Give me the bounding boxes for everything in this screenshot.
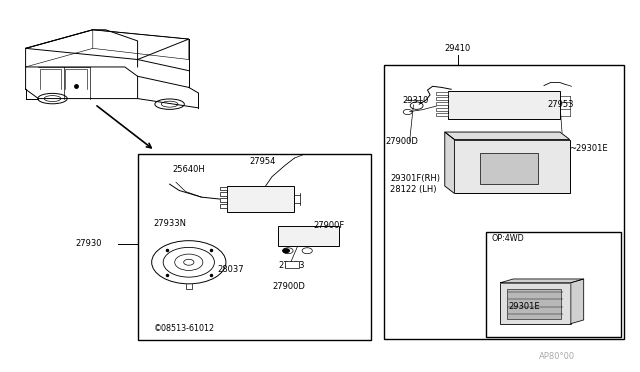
Bar bbox=[220, 198, 227, 202]
Bar bbox=[227, 186, 294, 212]
Text: 28037: 28037 bbox=[218, 265, 244, 274]
Text: ©08513-61012: ©08513-61012 bbox=[154, 324, 215, 333]
Bar bbox=[436, 102, 448, 105]
Text: ~29301E: ~29301E bbox=[570, 144, 608, 153]
Text: 27900F: 27900F bbox=[314, 221, 345, 230]
Text: 27953: 27953 bbox=[547, 100, 573, 109]
Bar bbox=[384, 65, 624, 339]
Bar bbox=[500, 283, 571, 324]
Bar bbox=[507, 289, 561, 319]
Text: AP80°00: AP80°00 bbox=[539, 352, 575, 361]
Bar bbox=[436, 92, 448, 95]
Text: 27954: 27954 bbox=[250, 157, 276, 166]
Bar bbox=[486, 232, 621, 337]
Text: 28122 (LH): 28122 (LH) bbox=[390, 185, 437, 194]
Circle shape bbox=[283, 249, 289, 253]
Text: 25640H: 25640H bbox=[173, 165, 205, 174]
Bar bbox=[285, 261, 299, 268]
Bar bbox=[436, 108, 448, 111]
Bar bbox=[278, 226, 339, 246]
Text: 27933N: 27933N bbox=[154, 219, 187, 228]
Text: 27900D: 27900D bbox=[385, 137, 418, 146]
Polygon shape bbox=[500, 279, 584, 283]
Text: 29410: 29410 bbox=[444, 44, 471, 53]
Polygon shape bbox=[445, 132, 570, 140]
Text: 27900D: 27900D bbox=[272, 282, 305, 291]
Bar bbox=[220, 192, 227, 196]
Text: OP:4WD: OP:4WD bbox=[492, 234, 524, 243]
Text: 29301E: 29301E bbox=[509, 302, 540, 311]
Text: 29310: 29310 bbox=[402, 96, 428, 105]
Bar bbox=[454, 140, 570, 193]
Polygon shape bbox=[571, 279, 584, 324]
Bar bbox=[436, 113, 448, 116]
Text: 27923: 27923 bbox=[278, 262, 305, 270]
Bar bbox=[220, 204, 227, 208]
Bar bbox=[448, 91, 560, 119]
Bar bbox=[480, 153, 538, 184]
Text: 27930: 27930 bbox=[76, 239, 102, 248]
Bar bbox=[138, 154, 371, 340]
Polygon shape bbox=[445, 132, 454, 193]
Bar bbox=[436, 97, 448, 100]
Bar bbox=[220, 187, 227, 190]
Text: 29301F(RH): 29301F(RH) bbox=[390, 174, 440, 183]
